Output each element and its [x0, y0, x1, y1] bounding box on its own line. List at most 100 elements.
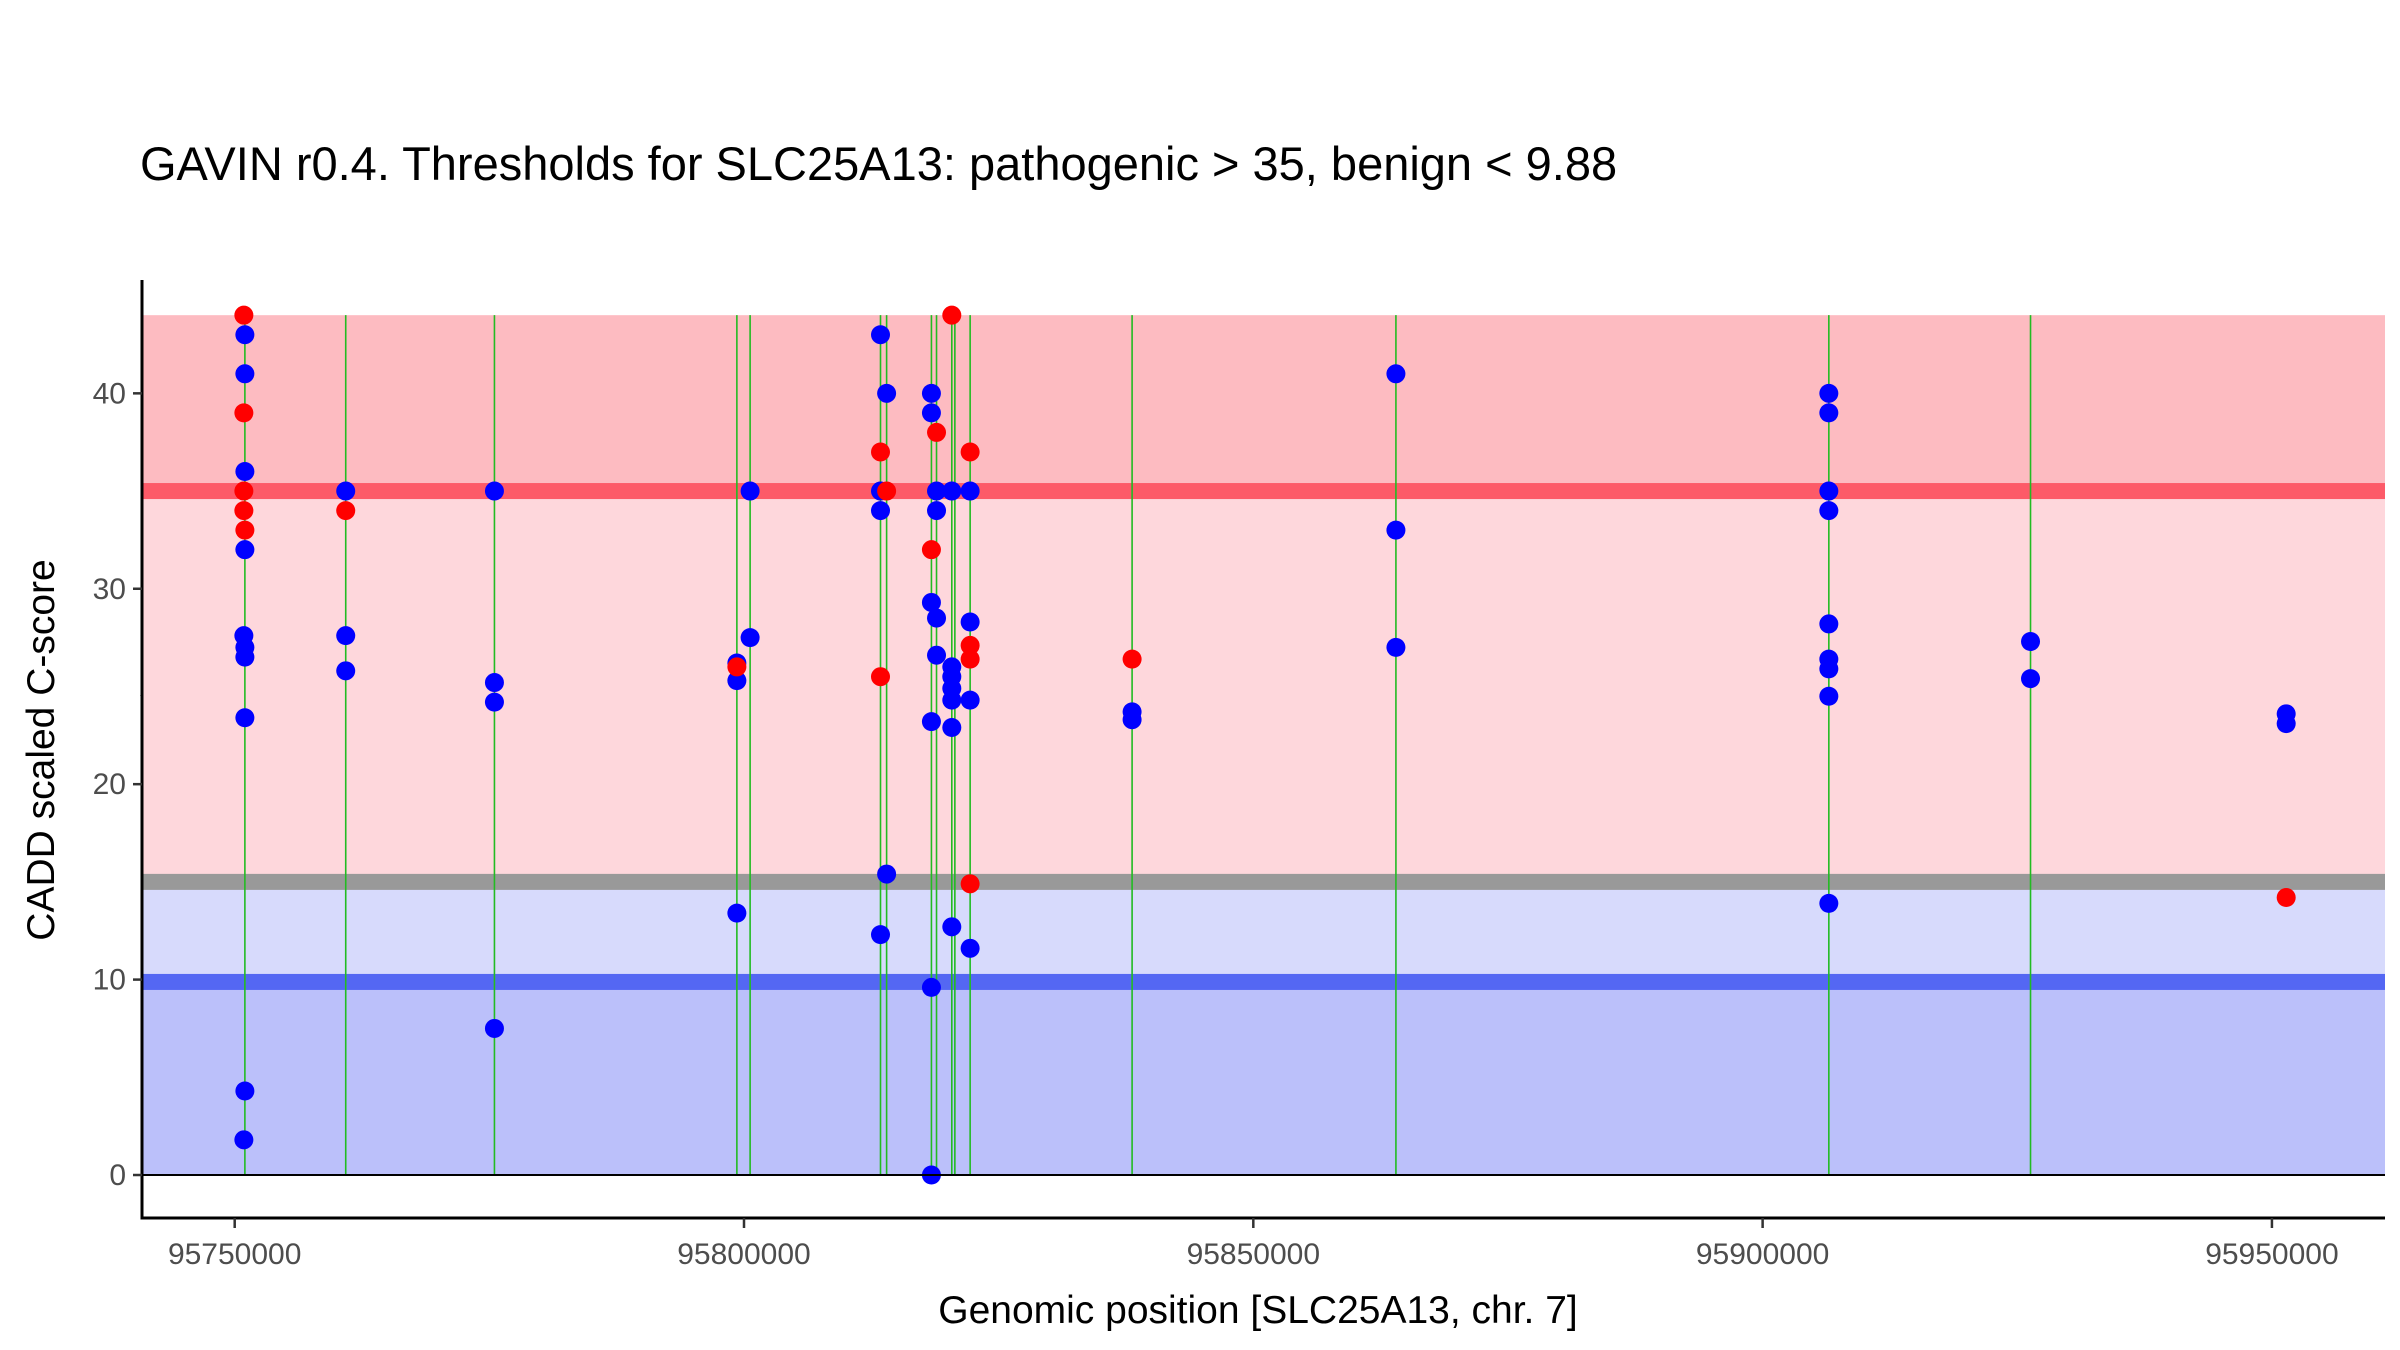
gnomad-point: [1819, 614, 1839, 634]
gnomad-point: [1819, 481, 1839, 501]
gnomad-point: [877, 383, 897, 403]
clinvar-point: [870, 442, 890, 462]
gnomad-point: [484, 692, 504, 712]
y-axis-title: CADD scaled C-score: [20, 559, 63, 940]
clinvar-point: [235, 520, 255, 540]
fallback-threshold: [142, 873, 2385, 890]
gnomad-point: [921, 592, 941, 612]
benign-threshold: [142, 973, 2385, 990]
y-tick-label: 30: [93, 573, 126, 606]
gnomad-point: [484, 481, 504, 501]
gnomad-point: [1386, 364, 1406, 384]
x-axis-title: Genomic position [SLC25A13, chr. 7]: [938, 1289, 1578, 1332]
gnomad-point: [727, 671, 747, 691]
clinvar-point: [942, 305, 962, 325]
gnomad-point: [336, 661, 356, 681]
gnomad-point: [235, 364, 255, 384]
gnomad-point: [942, 690, 962, 710]
x-tick-label: 95950000: [2205, 1238, 2338, 1271]
gnomad-point: [740, 481, 760, 501]
gnomad-point: [921, 712, 941, 732]
clinvar-point: [960, 442, 980, 462]
gnomad-point: [1819, 686, 1839, 706]
gnomad-point: [960, 690, 980, 710]
regions-layer: [142, 315, 2385, 1176]
uncertain-benign-zone: [142, 876, 2385, 982]
clinvar-point: [960, 874, 980, 894]
gnomad-point: [942, 481, 962, 501]
gnomad-point: [235, 1081, 255, 1101]
axes-layer: 0 10 20 30 40 95750000 95800000 95850000 9590000…: [93, 280, 2385, 1271]
gnomad-point: [960, 481, 980, 501]
y-tick-label: 20: [93, 768, 126, 801]
gnomad-point: [921, 977, 941, 997]
gnomad-point: [235, 708, 255, 728]
x-tick-label: 95900000: [1696, 1238, 1829, 1271]
clinvar-point: [234, 501, 254, 521]
clinvar-point: [727, 657, 747, 677]
gnomad-point: [927, 645, 947, 665]
clinvar-point: [234, 481, 254, 501]
gnomad-point: [870, 501, 890, 521]
points-layer: [234, 305, 2296, 1185]
gnomad-point: [234, 1130, 254, 1150]
gnomad-point: [336, 481, 356, 501]
clinvar-point: [1122, 649, 1142, 669]
gnomad-point: [235, 540, 255, 560]
gnomad-point: [927, 481, 947, 501]
gnomad-point: [484, 1018, 504, 1038]
gnomad-point: [960, 612, 980, 632]
gnomad-point: [921, 383, 941, 403]
title-line-1: GAVIN r0.4. Thresholds for SLC25A13: pat…: [140, 137, 1618, 190]
clinvar-point: [234, 305, 254, 325]
uncertain-pathogenic-zone: [142, 491, 2385, 877]
x-tick-label: 95800000: [677, 1238, 810, 1271]
clinvar-point: [336, 501, 356, 521]
gnomad-point: [1386, 520, 1406, 540]
gnomad-point: [1819, 659, 1839, 679]
gnomad-point: [740, 628, 760, 648]
gnomad-point: [921, 403, 941, 423]
gnomad-point: [235, 647, 255, 667]
gnomad-point: [927, 608, 947, 628]
y-tick-label: 10: [93, 964, 126, 997]
clinvar-point: [2276, 888, 2296, 908]
gnomad-point: [1819, 403, 1839, 423]
gnomad-point: [1819, 383, 1839, 403]
clinvar-point: [960, 649, 980, 669]
gnomad-point: [2276, 714, 2296, 734]
clinvar-point: [870, 667, 890, 687]
gnomad-point: [877, 864, 897, 884]
exons-layer: [244, 315, 2032, 1176]
x-tick-label: 95850000: [1187, 1238, 1320, 1271]
gnomad-point: [484, 673, 504, 693]
y-tick-label: 40: [93, 377, 126, 410]
x-tick-label: 95750000: [168, 1238, 301, 1271]
gnomad-point: [1819, 501, 1839, 521]
pathogenic-threshold: [142, 483, 2385, 500]
clinvar-point: [921, 540, 941, 560]
gnomad-point: [2021, 669, 2041, 689]
benign-zone: [142, 981, 2385, 1176]
clinvar-point: [960, 635, 980, 655]
clinvar-point: [234, 403, 254, 423]
gnomad-point: [942, 917, 962, 937]
gnomad-point: [870, 925, 890, 945]
pathogenic-zone: [142, 315, 2385, 492]
gnomad-point: [1386, 637, 1406, 657]
gnomad-point: [727, 903, 747, 923]
clinvar-point: [877, 481, 897, 501]
clinvar-point: [927, 422, 947, 442]
gnomad-point: [235, 325, 255, 345]
gnomad-point: [942, 718, 962, 738]
y-tick-label: 0: [109, 1159, 126, 1192]
gnomad-point: [1819, 893, 1839, 913]
gnomad-point: [2021, 632, 2041, 652]
gnomad-point: [960, 938, 980, 958]
gnomad-point: [1122, 710, 1142, 730]
gnomad-point: [235, 462, 255, 482]
gnomad-point: [870, 325, 890, 345]
gnomad-point: [336, 626, 356, 646]
gnomad-point: [927, 501, 947, 521]
